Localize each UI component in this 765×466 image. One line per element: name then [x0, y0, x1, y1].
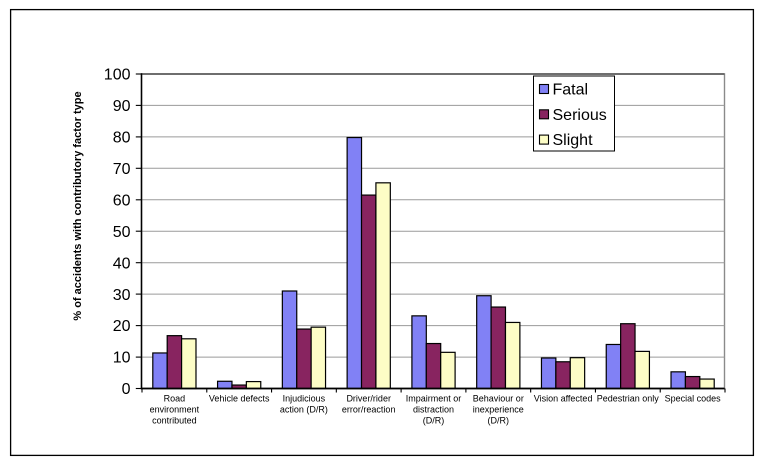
- svg-text:% of accidents with contributo: % of accidents with contributory factor …: [72, 91, 84, 320]
- svg-text:100: 100: [104, 67, 131, 84]
- svg-text:Vehicle defects: Vehicle defects: [209, 394, 270, 404]
- svg-text:20: 20: [113, 318, 131, 335]
- svg-text:Slight: Slight: [553, 132, 594, 149]
- svg-text:Pedestrian only: Pedestrian only: [597, 394, 660, 404]
- svg-text:90: 90: [113, 98, 131, 115]
- svg-text:80: 80: [113, 130, 131, 147]
- svg-text:inexperience: inexperience: [473, 405, 524, 415]
- svg-text:30: 30: [113, 287, 131, 304]
- svg-text:Serious: Serious: [553, 107, 607, 124]
- svg-text:action (D/R): action (D/R): [280, 405, 328, 415]
- svg-text:70: 70: [113, 161, 131, 178]
- svg-text:0: 0: [122, 381, 131, 398]
- svg-text:distraction: distraction: [413, 405, 454, 415]
- svg-text:error/reaction: error/reaction: [342, 405, 396, 415]
- svg-text:50: 50: [113, 224, 131, 241]
- svg-text:Special codes: Special codes: [665, 394, 722, 404]
- svg-text:(D/R): (D/R): [488, 416, 510, 426]
- svg-text:Vision affected: Vision affected: [534, 394, 593, 404]
- svg-text:Fatal: Fatal: [553, 82, 589, 99]
- svg-text:contributed: contributed: [152, 416, 197, 426]
- svg-text:environment: environment: [150, 405, 200, 415]
- svg-text:10: 10: [113, 350, 131, 367]
- svg-text:Injudicious: Injudicious: [283, 394, 326, 404]
- svg-text:Road: Road: [164, 394, 186, 404]
- svg-text:Behaviour or: Behaviour or: [473, 394, 524, 404]
- svg-text:Impairment or: Impairment or: [406, 394, 462, 404]
- svg-text:(D/R): (D/R): [423, 416, 445, 426]
- svg-text:40: 40: [113, 255, 131, 272]
- svg-text:60: 60: [113, 192, 131, 209]
- svg-text:Driver/rider: Driver/rider: [346, 394, 391, 404]
